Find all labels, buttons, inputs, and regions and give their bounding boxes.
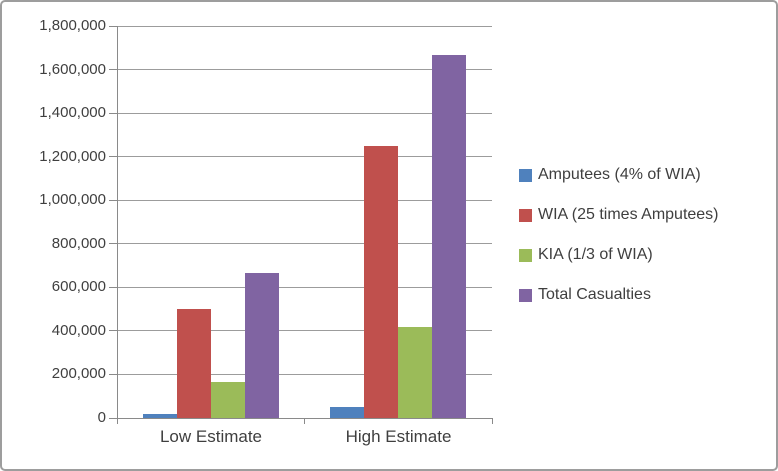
gridline bbox=[117, 373, 492, 375]
gridline bbox=[117, 112, 492, 114]
gridline bbox=[117, 330, 492, 332]
bar-total-low-estimate bbox=[244, 272, 279, 418]
legend-label: Amputees (4% of WIA) bbox=[538, 166, 701, 183]
legend-swatch-icon bbox=[519, 248, 532, 262]
y-axis-label: 200,000 bbox=[51, 365, 106, 383]
y-axis-tick bbox=[109, 69, 117, 71]
gridline bbox=[117, 286, 492, 288]
legend-swatch-icon bbox=[519, 208, 532, 222]
bar-amputees-low-estimate bbox=[142, 413, 177, 418]
bar-kia-high-estimate bbox=[398, 327, 433, 418]
y-axis-label: 600,000 bbox=[51, 278, 106, 296]
legend-label: WIA (25 times Amputees) bbox=[538, 206, 719, 223]
y-axis-label: 1,600,000 bbox=[39, 60, 106, 78]
legend-label: Total Casualties bbox=[538, 286, 651, 303]
gridline bbox=[117, 69, 492, 71]
x-axis-tick bbox=[304, 418, 305, 424]
y-axis-label: 1,400,000 bbox=[39, 104, 106, 122]
legend-swatch-icon bbox=[519, 288, 532, 302]
x-axis-line bbox=[109, 417, 492, 419]
y-axis-tick bbox=[109, 330, 117, 332]
y-axis-tick bbox=[109, 243, 117, 245]
legend-item: Total Casualties bbox=[519, 285, 719, 305]
legend-label: KIA (1/3 of WIA) bbox=[538, 246, 653, 263]
x-axis-category-label: Low Estimate bbox=[159, 427, 263, 446]
bar-amputees-high-estimate bbox=[330, 407, 365, 418]
bar-kia-low-estimate bbox=[210, 381, 245, 418]
bar-wia-low-estimate bbox=[176, 309, 211, 418]
y-axis-line bbox=[116, 26, 118, 424]
bar-total-high-estimate bbox=[432, 55, 467, 418]
legend-item: WIA (25 times Amputees) bbox=[519, 205, 719, 225]
y-axis-label: 0 bbox=[97, 409, 106, 426]
y-axis-tick bbox=[109, 373, 117, 375]
y-axis-tick bbox=[109, 199, 117, 201]
gridline bbox=[117, 25, 492, 27]
gridline bbox=[117, 243, 492, 245]
y-axis-tick bbox=[109, 112, 117, 114]
gridline bbox=[117, 199, 492, 201]
bar-wia-high-estimate bbox=[364, 145, 399, 418]
gridline bbox=[117, 156, 492, 158]
y-axis-tick bbox=[109, 25, 117, 27]
y-axis-label: 1,000,000 bbox=[39, 191, 106, 209]
y-axis-label: 1,200,000 bbox=[39, 147, 106, 165]
y-axis-label: 400,000 bbox=[51, 321, 106, 339]
y-axis-tick bbox=[109, 286, 117, 288]
y-axis-tick bbox=[109, 156, 117, 158]
legend-item: KIA (1/3 of WIA) bbox=[519, 245, 719, 265]
y-axis-label: 1,800,000 bbox=[39, 17, 106, 34]
legend-swatch-icon bbox=[519, 168, 532, 182]
legend-item: Amputees (4% of WIA) bbox=[519, 165, 719, 185]
y-axis-label: 800,000 bbox=[51, 234, 106, 252]
x-axis-category-label: High Estimate bbox=[345, 427, 452, 446]
x-axis-tick bbox=[491, 418, 493, 424]
legend: Amputees (4% of WIA) WIA (25 times Ampute… bbox=[519, 165, 719, 325]
